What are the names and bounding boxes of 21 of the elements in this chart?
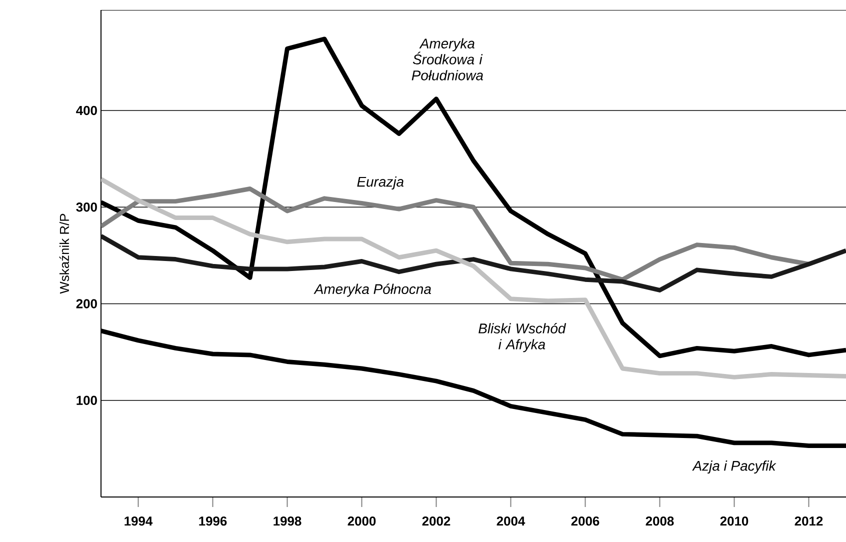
- y-tick-label: 100: [76, 396, 97, 405]
- x-tick-label: 1998: [274, 516, 302, 526]
- y-tick-label: 400: [76, 106, 97, 116]
- line-series: [101, 176, 846, 380]
- series-label: Eurazja: [357, 176, 404, 190]
- x-tick-label: 2000: [348, 516, 376, 526]
- series-label: Azja i Pacyfik: [692, 460, 776, 474]
- x-tick-label: 2012: [794, 516, 823, 526]
- text: Ameryka Środkowa i Południowa: [412, 38, 483, 80]
- series-label: Bliski Wschód i Afryka: [478, 323, 566, 352]
- x-tick-label: 1996: [199, 516, 227, 526]
- x-tick-label: 2006: [571, 516, 600, 526]
- y-tick-label: 300: [76, 202, 97, 212]
- y-tick-label: 200: [76, 299, 97, 308]
- x-tick-label: 2008: [646, 516, 674, 526]
- x-tick-label: 2010: [720, 516, 748, 526]
- x-tick-label: 2004: [496, 516, 526, 526]
- x-tick-label: 2002: [422, 516, 450, 526]
- y-axis-title: Wskaźnik R/P: [59, 214, 70, 294]
- series-label: Ameryka Północna: [314, 284, 431, 297]
- x-tick-label: 1994: [124, 516, 153, 526]
